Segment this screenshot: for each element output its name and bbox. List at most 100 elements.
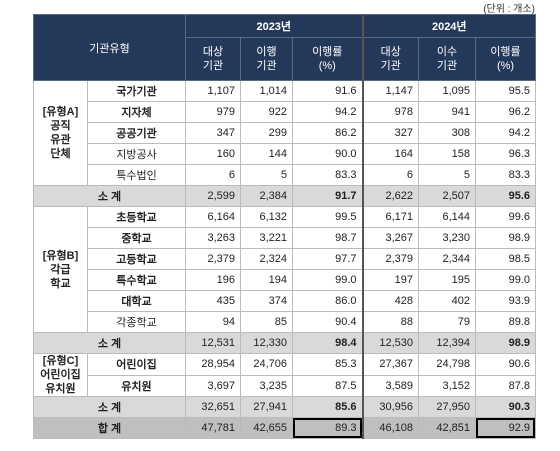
row-name: 초등학교: [87, 206, 186, 228]
row-name: 중학교: [87, 227, 186, 249]
cell-value: 12,531: [185, 332, 241, 354]
cell-value: 194: [240, 269, 293, 291]
subtotal-label: 소 계: [33, 332, 186, 354]
text-line: 기관: [380, 60, 401, 72]
text-line: (%): [496, 60, 515, 72]
header-row: 대상 기관 이행 기관 이행률 (%) 대상 기관 이수 기관 이행률 (%): [34, 37, 536, 81]
row-name: 특수학교: [87, 269, 186, 291]
cell-value: 1,095: [418, 80, 476, 102]
data-row: 각종학교 94 85 90.4 88 79 89.8: [34, 311, 536, 333]
cell-value: 160: [185, 143, 241, 165]
cell-value: 42,851: [418, 417, 476, 439]
row-name: 지자체: [87, 101, 186, 123]
data-row: 특수학교 196 194 99.0 197 195 99.0: [34, 269, 536, 291]
cell-value: 3,589: [362, 374, 419, 397]
column-header: 이행 기관: [240, 37, 293, 81]
text-line: 학교: [50, 277, 71, 290]
table: 기관유형 2023년 2024년 대상 기관 이행 기관 이행률 (%) 대상 기관 이수 기관 이행률(…: [33, 14, 536, 439]
cell-value: 46,108: [362, 417, 419, 439]
cell-value: 6: [185, 164, 241, 186]
data-row: 지방공사 160 144 90.0 164 158 96.3: [34, 143, 536, 165]
text-line: 기관: [202, 60, 224, 72]
subtotal-row: 소 계 2,599 2,384 91.7 2,622 2,507 95.6: [33, 185, 536, 207]
cell-value: 3,221: [240, 227, 293, 249]
cell-value: 164: [362, 143, 419, 165]
cell-value: 5: [240, 164, 293, 186]
column-header: 이행률 (%): [475, 37, 536, 81]
cell-value: 85: [240, 311, 293, 333]
cell-value: 95.6: [475, 185, 536, 207]
cell-value: 197: [362, 269, 419, 291]
text-line: 이행률: [312, 46, 343, 58]
unit-label: (단위 : 개소): [483, 4, 535, 15]
cell-value: 12,530: [362, 332, 419, 354]
cell-value: 27,950: [418, 396, 476, 418]
data-row: [유형C] 어린이집 유치원 어린이집 28,954 24,706 85.3 27,367 24…: [33, 353, 536, 397]
cell-value: 158: [418, 143, 476, 165]
data-row: 공공기관 347 299 86.2 327 308 94.2: [34, 122, 536, 144]
cell-value: 6,144: [418, 206, 476, 228]
cell-value: 5: [418, 164, 476, 186]
cell-value: 79: [418, 311, 476, 333]
cell-value: 299: [240, 122, 293, 144]
cell-value: 97.7: [292, 248, 364, 270]
cell-value: 327: [362, 122, 419, 144]
group-label: [유형B] 각급 학교: [33, 206, 88, 333]
cell-value: 85.3: [292, 353, 364, 376]
text-line: 각급: [50, 263, 71, 276]
text-line: 단체: [50, 148, 71, 160]
subtotal-label: 소 계: [33, 396, 186, 418]
data-row: 유치원 3,697 3,235 87.5 3,589 3,152 87.8: [34, 374, 536, 397]
text-line: 대상: [380, 46, 401, 58]
cell-value: 2,507: [418, 185, 476, 207]
cell-value: 195: [418, 269, 476, 291]
cell-value: 94.2: [292, 101, 364, 123]
text-line: 대상: [202, 46, 224, 58]
text-line: 이수: [436, 46, 458, 58]
cell-value: 24,706: [240, 353, 293, 376]
cell-value: 90.0: [292, 143, 364, 165]
cell-value: 96.3: [475, 143, 536, 165]
year-header: 2023년: [185, 14, 364, 38]
cell-value: 2,344: [418, 248, 476, 270]
cell-value: 96.2: [475, 101, 536, 123]
cell-value: 6: [362, 164, 419, 186]
cell-value: 347: [185, 122, 241, 144]
group-label: [유형C] 어린이집 유치원: [33, 353, 88, 397]
cell-value: 24,798: [418, 353, 476, 376]
cell-value: 30,956: [362, 396, 419, 418]
cell-value: 979: [185, 101, 241, 123]
row-name: 고등학교: [87, 248, 186, 270]
cell-value: 92.9: [475, 417, 536, 439]
cell-value: 98.9: [475, 332, 536, 354]
cell-value: 978: [362, 101, 419, 123]
cell-value: 99.0: [292, 269, 364, 291]
cell-value: 2,622: [362, 185, 419, 207]
cell-value: 6,171: [362, 206, 419, 228]
row-name: 국가기관: [87, 80, 186, 102]
cell-value: 87.8: [475, 374, 536, 397]
row-name: 어린이집: [87, 353, 186, 376]
cell-value: 1,107: [185, 80, 241, 102]
cell-value: 3,235: [240, 374, 293, 397]
cell-value: 87.5: [292, 374, 364, 397]
subtotal-label: 소 계: [33, 185, 186, 207]
text-line: [유형A]: [42, 106, 79, 118]
row-name: 유치원: [87, 374, 186, 397]
cell-value: 98.9: [475, 227, 536, 249]
group-label: [유형A] 공직 유관 단체: [33, 80, 88, 186]
cell-value: 2,379: [185, 248, 241, 270]
cell-value: 144: [240, 143, 293, 165]
total-row: 합 계 47,781 42,655 89.3 46,108 42,851 92.9: [33, 417, 536, 439]
cell-value: 922: [240, 101, 293, 123]
cell-value: 1,014: [240, 80, 293, 102]
cell-value: 90.4: [292, 311, 364, 333]
cell-value: 27,367: [362, 353, 419, 376]
cell-value: 98.4: [292, 332, 364, 354]
text-line: 공직: [50, 120, 71, 132]
cell-value: 86.0: [292, 290, 364, 312]
cell-value: 6,132: [240, 206, 293, 228]
cell-value: 98.7: [292, 227, 364, 249]
cell-value: 12,394: [418, 332, 476, 354]
cell-value: 3,152: [418, 374, 476, 397]
